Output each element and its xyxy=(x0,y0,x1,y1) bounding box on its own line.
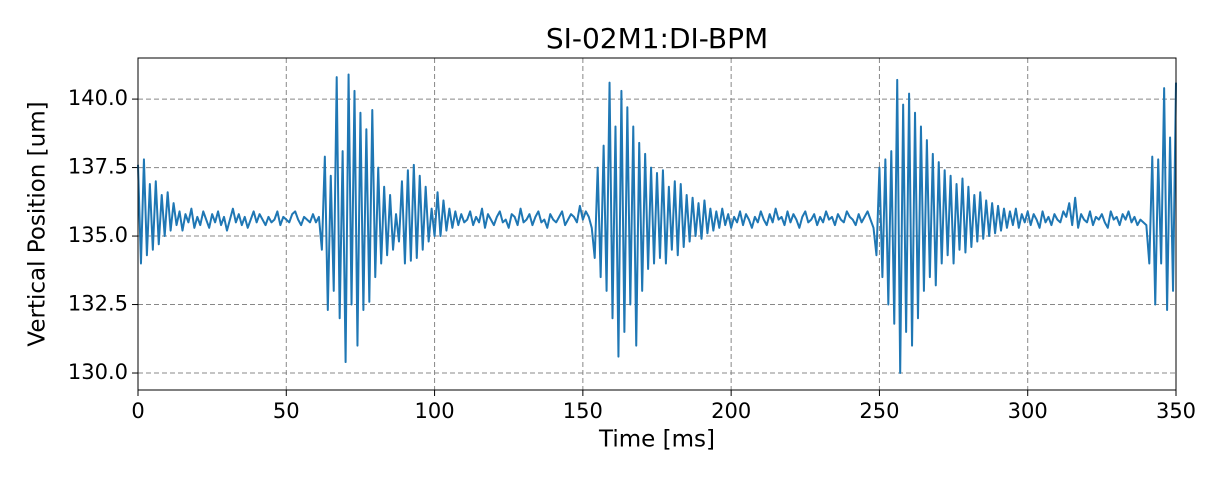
x-tick-label: 300 xyxy=(1008,399,1048,423)
y-axis-label: Vertical Position [um] xyxy=(25,101,51,346)
x-tick-label: 250 xyxy=(859,399,899,423)
plot-frame xyxy=(137,57,1177,391)
x-tick-label: 350 xyxy=(1156,399,1196,423)
y-tick-label: 135.0 xyxy=(68,223,128,247)
x-tick-label: 200 xyxy=(711,399,751,423)
x-tick-label: 50 xyxy=(273,399,300,423)
chart-title: SI-02M1:DI-BPM xyxy=(546,22,768,55)
y-tick-label: 132.5 xyxy=(68,292,128,316)
x-tick-label: 100 xyxy=(415,399,455,423)
y-tick-label: 137.5 xyxy=(68,155,128,179)
x-axis-label: Time [ms] xyxy=(598,427,715,453)
x-tick-label: 150 xyxy=(563,399,603,423)
x-tick-label: 0 xyxy=(131,399,144,423)
data-line xyxy=(137,73,1177,375)
y-tick-label: 140.0 xyxy=(68,86,128,110)
y-tick-label: 130.0 xyxy=(68,360,128,384)
